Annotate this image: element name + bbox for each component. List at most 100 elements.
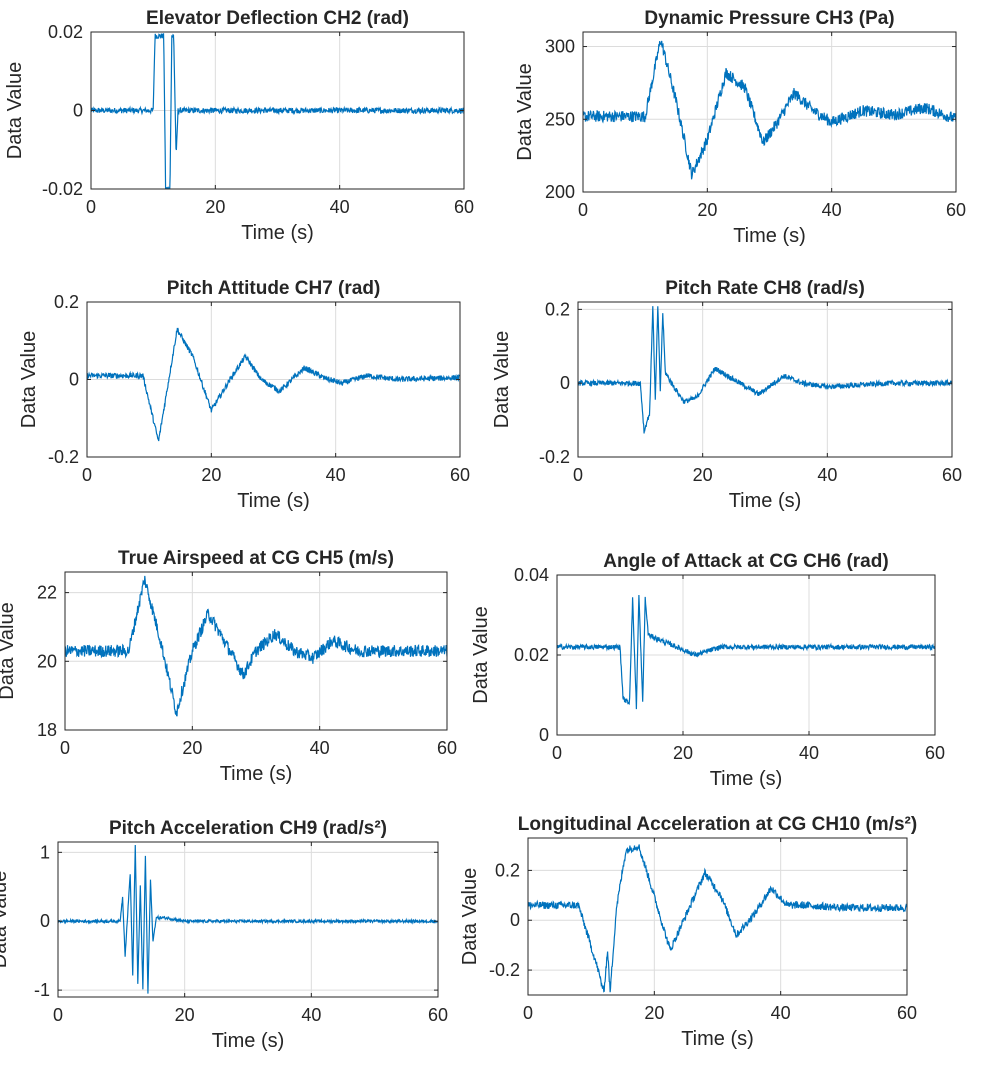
x-tick-label: 20 [693,465,713,485]
x-tick-label: 20 [182,738,202,758]
y-tick-label: 18 [37,720,57,740]
y-tick-label: 200 [545,182,575,202]
x-axis-label: Time (s) [237,490,310,512]
y-tick-label: 300 [545,37,575,57]
y-tick-label: 0.2 [545,299,570,319]
series-line [578,306,952,434]
x-tick-label: 0 [82,465,92,485]
axes-frame [582,31,957,193]
x-tick-label: 40 [310,738,330,758]
x-tick-label: 0 [86,197,96,217]
series-line [87,327,460,442]
x-tick-label: 20 [673,743,693,763]
x-tick-label: 40 [301,1005,321,1025]
x-axis-label: Time (s) [681,1028,754,1050]
x-tick-label: 60 [428,1005,448,1025]
y-axis-label: Data Value [459,868,481,965]
y-tick-label: 0 [539,725,549,745]
y-tick-label: 0.02 [48,22,83,42]
plot-area [578,302,952,457]
chart-title: Elevator Deflection CH2 (rad) [146,8,409,29]
x-tick-label: 0 [578,200,588,220]
x-axis-label: Time (s) [729,490,802,512]
y-tick-label: 0 [73,101,83,121]
y-tick-label: -0.02 [42,179,83,199]
panel-dynamic-pressure: 0 20 40 60 200 250 300 Dynamic Pressure CH3 (Pa… [514,8,966,247]
y-tick-label: 0.2 [495,860,520,880]
axes-frame [64,571,448,731]
x-tick-label: 0 [552,743,562,763]
x-tick-label: 0 [573,465,583,485]
y-tick-label: -0.2 [48,447,79,467]
y-tick-label: 0 [510,910,520,930]
y-axis-label: Data Value [514,63,536,160]
panel-true-airspeed: 0 20 40 60 18 20 22 True Airspeed at CG CH5 (m/… [0,548,457,785]
y-tick-label: 0 [560,373,570,393]
x-tick-label: 0 [523,1003,533,1023]
chart-title: Pitch Acceleration CH9 (rad/s²) [109,818,387,839]
y-tick-label: -0.2 [489,960,520,980]
chart-title: Angle of Attack at CG CH6 (rad) [603,551,888,572]
y-axis-label: Data Value [0,602,18,699]
x-tick-label: 60 [454,197,474,217]
y-tick-label: -0.2 [539,447,570,467]
panel-angle-of-attack: 0 20 40 60 0 0.02 0.04 Angle of Attack at CG CH… [470,551,945,790]
x-tick-label: 40 [326,465,346,485]
x-tick-label: 60 [925,743,945,763]
series-line [91,33,464,189]
x-axis-label: Time (s) [733,225,806,247]
y-tick-label: 0.02 [514,645,549,665]
chart-title: Pitch Attitude CH7 (rad) [167,278,381,299]
x-axis-label: Time (s) [710,768,783,790]
x-tick-label: 20 [175,1005,195,1025]
series-line [65,575,447,717]
series-line [557,594,935,710]
chart-title: Pitch Rate CH8 (rad/s) [665,278,865,299]
x-axis-label: Time (s) [212,1030,285,1052]
plot-area [58,842,438,997]
x-tick-label: 40 [817,465,837,485]
x-tick-label: 0 [60,738,70,758]
x-tick-label: 0 [53,1005,63,1025]
axes-frame [527,837,908,996]
y-axis-label: Data Value [4,62,26,159]
y-axis-label: Data Value [491,331,513,428]
x-tick-label: 40 [822,200,842,220]
chart-title: Dynamic Pressure CH3 (Pa) [644,8,894,29]
x-tick-label: 60 [946,200,966,220]
y-tick-label: 20 [37,651,57,671]
plot-area [528,838,907,995]
series-line [58,844,438,994]
y-tick-label: 22 [37,583,57,603]
y-tick-label: 250 [545,109,575,129]
y-tick-label: 0.2 [54,292,79,312]
y-tick-label: 0 [69,370,79,390]
y-tick-label: 0 [40,911,50,931]
series-line [583,40,956,180]
x-tick-label: 60 [897,1003,917,1023]
y-tick-label: 1 [40,842,50,862]
y-tick-label: -1 [34,980,50,1000]
chart-title: True Airspeed at CG CH5 (m/s) [118,548,394,569]
x-tick-label: 60 [942,465,962,485]
x-tick-label: 40 [771,1003,791,1023]
x-tick-label: 60 [437,738,457,758]
y-axis-label: Data Value [18,331,40,428]
y-axis-label: Data Value [0,871,11,968]
x-axis-label: Time (s) [220,763,293,785]
x-tick-label: 40 [330,197,350,217]
axes-frame [57,841,439,998]
x-tick-label: 60 [450,465,470,485]
axes-frame [577,301,953,458]
panel-longitudinal-acceleration: 0 20 40 60 -0.2 0 0.2 Longitudinal Acceleration… [459,814,917,1050]
chart-title: Longitudinal Acceleration at CG CH10 (m/… [518,814,917,835]
x-tick-label: 20 [201,465,221,485]
y-tick-label: 0.04 [514,565,549,585]
x-axis-label: Time (s) [241,222,314,244]
x-tick-label: 20 [697,200,717,220]
x-tick-label: 40 [799,743,819,763]
